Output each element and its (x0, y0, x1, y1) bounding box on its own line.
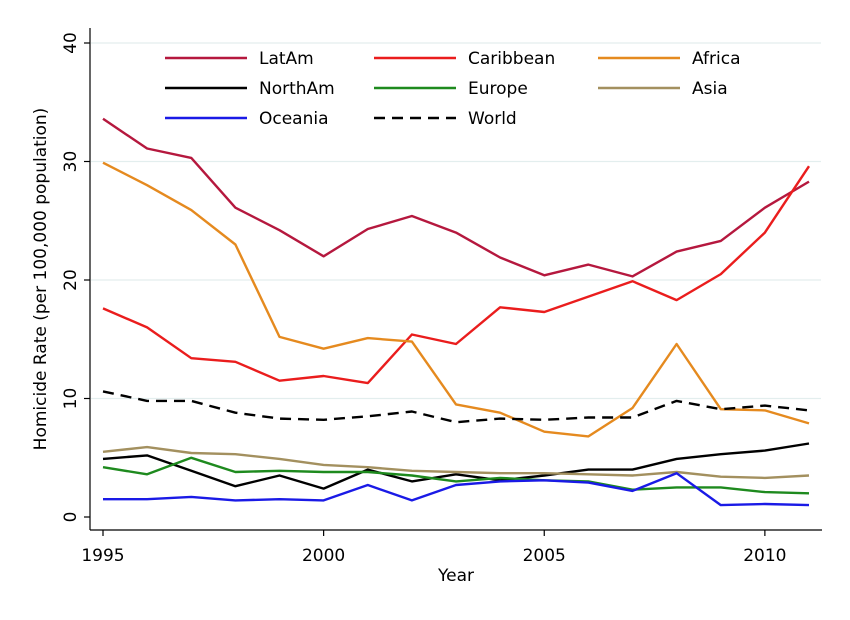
legend-item-europe: Europe (374, 79, 528, 99)
legend-item-northam: NorthAm (165, 79, 335, 99)
y-tick-label: 40 (61, 32, 81, 54)
legend-label: NorthAm (259, 79, 335, 99)
series-line-caribbean (102, 165, 810, 385)
x-tick-label: 2005 (523, 546, 566, 566)
y-tick-label: 0 (61, 512, 81, 523)
y-tick-label: 10 (61, 388, 81, 410)
series-line-africa (102, 161, 810, 438)
legend-label: Asia (692, 79, 728, 99)
legend-item-africa: Africa (598, 49, 741, 69)
series-lines (102, 117, 810, 507)
gridlines (91, 42, 821, 400)
x-tick-label: 2010 (743, 546, 786, 566)
series-line-asia (102, 445, 810, 480)
x-tick-label: 2000 (302, 546, 345, 566)
y-tick-label: 30 (61, 151, 81, 173)
ticks: 0 10 20 30 40 1995 2000 2005 2010 (61, 32, 787, 566)
legend-label: Caribbean (468, 49, 555, 69)
legend-item-latam: LatAm (165, 49, 314, 69)
legend-item-world: World (374, 109, 517, 129)
series-line-northam (102, 442, 810, 490)
legend-label: Africa (692, 49, 741, 69)
legend-label: Oceania (259, 109, 329, 129)
series-line-latam (102, 117, 810, 278)
y-tick-label: 20 (61, 269, 81, 291)
x-tick-label: 1995 (81, 546, 124, 566)
legend-item-caribbean: Caribbean (374, 49, 555, 69)
legend-item-oceania: Oceania (165, 109, 329, 129)
y-axis-title: Homicide Rate (per 100,000 population) (31, 108, 51, 451)
x-axis-title: Year (437, 566, 474, 586)
legend: LatAm Caribbean Africa NorthAm Europe Asia Oce… (165, 49, 741, 129)
series-line-europe (102, 456, 810, 495)
legend-label: LatAm (259, 49, 314, 69)
series-line-world (102, 390, 810, 424)
series-line-oceania (103, 472, 810, 507)
legend-item-asia: Asia (598, 79, 728, 99)
legend-label: World (468, 109, 517, 129)
axes (89, 28, 822, 531)
legend-label: Europe (468, 79, 528, 99)
